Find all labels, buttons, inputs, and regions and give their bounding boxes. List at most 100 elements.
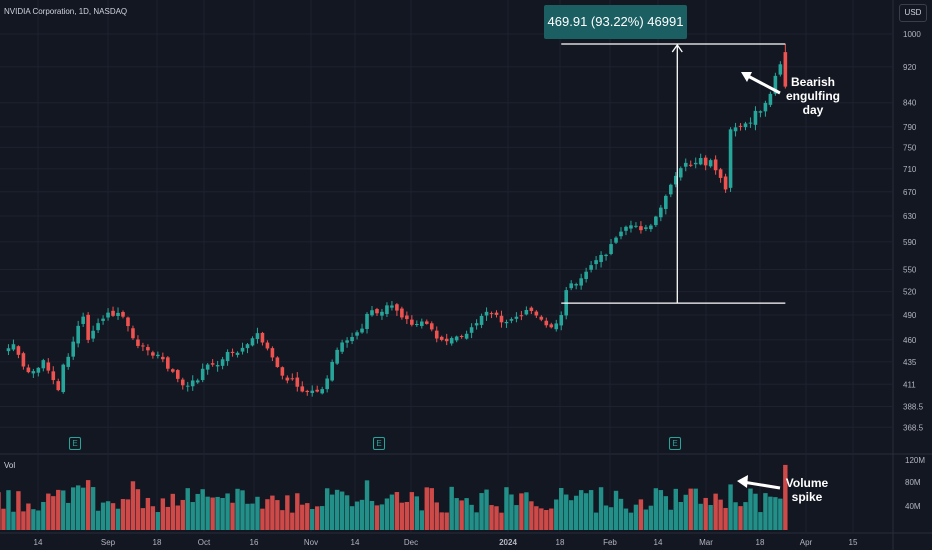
candles-group [6, 43, 788, 397]
volume-bar [245, 503, 250, 530]
price-tick-label: 411 [903, 380, 916, 389]
volume-bar [285, 495, 290, 530]
candle-body [743, 123, 748, 128]
candle-body [325, 378, 329, 390]
candle-body [240, 347, 245, 352]
candle-body [549, 324, 554, 328]
volume-bar [583, 493, 589, 530]
volume-bar [673, 488, 678, 530]
volume-bar [185, 488, 190, 530]
volume-bar [569, 500, 574, 530]
volume-bar [593, 512, 599, 530]
volume-bar [160, 498, 166, 530]
volume-bar [663, 496, 669, 530]
volume-bar [315, 506, 320, 530]
volume-bar [31, 509, 36, 530]
volume-spike-note: Volume spike [778, 476, 836, 504]
volume-bar [215, 496, 220, 530]
volume-bar [71, 487, 76, 530]
candle-body [464, 333, 469, 339]
volume-bar [324, 488, 330, 530]
candle-body [166, 357, 170, 369]
volume-bar [369, 500, 375, 530]
volume-bar [648, 505, 654, 530]
measure-tool[interactable] [561, 43, 786, 304]
volume-bar [205, 496, 210, 530]
candle-body [758, 111, 763, 113]
candle-body [245, 344, 250, 349]
candle-body [569, 283, 573, 289]
volume-bar [698, 503, 703, 530]
volume-bar [738, 506, 743, 530]
volume-bar [145, 497, 151, 530]
candle-body [255, 333, 260, 339]
bearish-arrow-line [745, 73, 781, 95]
volume-bar [424, 487, 429, 530]
volume-bar [573, 495, 579, 530]
volume-bar [469, 504, 474, 530]
candle-body [459, 335, 464, 337]
candle-body [669, 184, 673, 195]
price-tick-label: 460 [903, 336, 917, 345]
candle-body [375, 309, 379, 314]
volume-bar [46, 493, 51, 530]
bearish-arrowhead [741, 72, 752, 82]
volume-bar [409, 492, 415, 530]
price-axis: 1000 920 840 790 750 710 670 630 590 550 520 490 460… [903, 30, 925, 511]
candle-body [778, 64, 783, 75]
bearish-engulfing-note: Bearish engulfing day [784, 75, 842, 117]
candle-body [340, 342, 344, 352]
volume-bar [768, 496, 773, 530]
candle-body [225, 351, 230, 362]
candle-body [81, 316, 85, 324]
volume-bar [175, 505, 180, 530]
volume-bar [255, 496, 260, 530]
price-tick-label: 550 [903, 266, 917, 275]
candle-body [295, 377, 300, 387]
volume-bar [250, 503, 255, 530]
candle-body [673, 175, 678, 185]
volume-bar [61, 490, 66, 530]
candle-body [594, 260, 598, 265]
candle-body [101, 318, 105, 321]
earnings-marker[interactable]: E [69, 437, 81, 450]
earnings-marker[interactable]: E [373, 437, 385, 450]
candle-body [195, 380, 200, 383]
candle-body [330, 361, 334, 381]
time-tick-label: 14 [351, 538, 360, 547]
volume-bar [414, 496, 420, 530]
candle-body [444, 338, 449, 342]
volume-bar [404, 501, 410, 530]
volume-pane-label[interactable]: Vol [4, 461, 16, 470]
candle-body [624, 226, 628, 231]
volume-bar [170, 493, 175, 530]
candle-body [280, 367, 285, 376]
volume-bar [305, 503, 310, 530]
time-tick-label: 16 [250, 538, 259, 547]
candle-body [96, 323, 100, 331]
candle-body [380, 311, 384, 316]
volume-bar [359, 499, 365, 530]
time-tick-label: 14 [654, 538, 663, 547]
volume-bar [554, 499, 559, 530]
volume-bar [748, 488, 753, 530]
time-tick-label: 18 [153, 538, 162, 547]
currency-button[interactable]: USD [899, 4, 927, 22]
volume-bar [733, 502, 738, 530]
volume-bar [544, 510, 549, 530]
measure-arrowhead [671, 43, 683, 53]
candle-body [215, 365, 220, 367]
candle-body [529, 307, 534, 312]
symbol-title[interactable]: NVIDIA Corporation, 1D, NASDAQ [4, 7, 128, 16]
candle-body [11, 344, 16, 350]
earnings-marker[interactable]: E [669, 437, 681, 450]
candle-body [599, 254, 603, 263]
candle-body [763, 102, 768, 112]
candle-body [290, 378, 295, 380]
candle-body [429, 323, 434, 330]
volume-bar [419, 510, 424, 530]
candle-body [230, 351, 235, 353]
volume-bar [703, 497, 708, 530]
candle-body [46, 362, 51, 371]
